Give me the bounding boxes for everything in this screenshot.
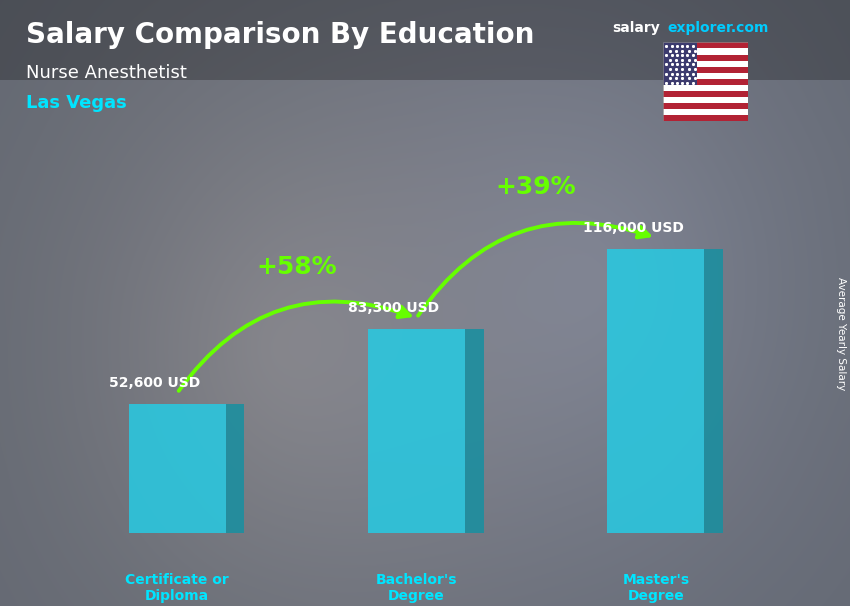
Text: Average Yearly Salary: Average Yearly Salary <box>836 277 846 390</box>
Bar <box>663 103 748 109</box>
Text: Certificate or
Diploma: Certificate or Diploma <box>125 573 229 603</box>
Bar <box>663 67 748 73</box>
Bar <box>663 91 748 97</box>
Bar <box>663 97 748 103</box>
Polygon shape <box>705 249 723 533</box>
Bar <box>663 42 697 85</box>
Text: 52,600 USD: 52,600 USD <box>109 376 201 390</box>
Bar <box>663 48 748 55</box>
Bar <box>663 42 748 48</box>
Polygon shape <box>607 249 705 533</box>
Text: +39%: +39% <box>496 175 576 199</box>
Text: Bachelor's
Degree: Bachelor's Degree <box>376 573 457 603</box>
Text: Las Vegas: Las Vegas <box>26 94 127 112</box>
Text: Nurse Anesthetist: Nurse Anesthetist <box>26 64 186 82</box>
Text: 116,000 USD: 116,000 USD <box>583 221 684 235</box>
Bar <box>663 115 748 121</box>
Polygon shape <box>368 329 465 533</box>
Text: 83,300 USD: 83,300 USD <box>348 301 439 315</box>
Polygon shape <box>465 329 484 533</box>
Text: salary: salary <box>612 21 660 35</box>
Text: +58%: +58% <box>257 255 337 279</box>
Text: Master's
Degree: Master's Degree <box>622 573 689 603</box>
Bar <box>663 73 748 79</box>
Text: explorer.com: explorer.com <box>667 21 768 35</box>
Polygon shape <box>128 404 226 533</box>
Bar <box>663 79 748 85</box>
Text: Salary Comparison By Education: Salary Comparison By Education <box>26 21 534 49</box>
Bar <box>663 61 748 67</box>
Bar <box>663 109 748 115</box>
Bar <box>663 85 748 91</box>
Polygon shape <box>226 404 245 533</box>
Bar <box>663 55 748 61</box>
